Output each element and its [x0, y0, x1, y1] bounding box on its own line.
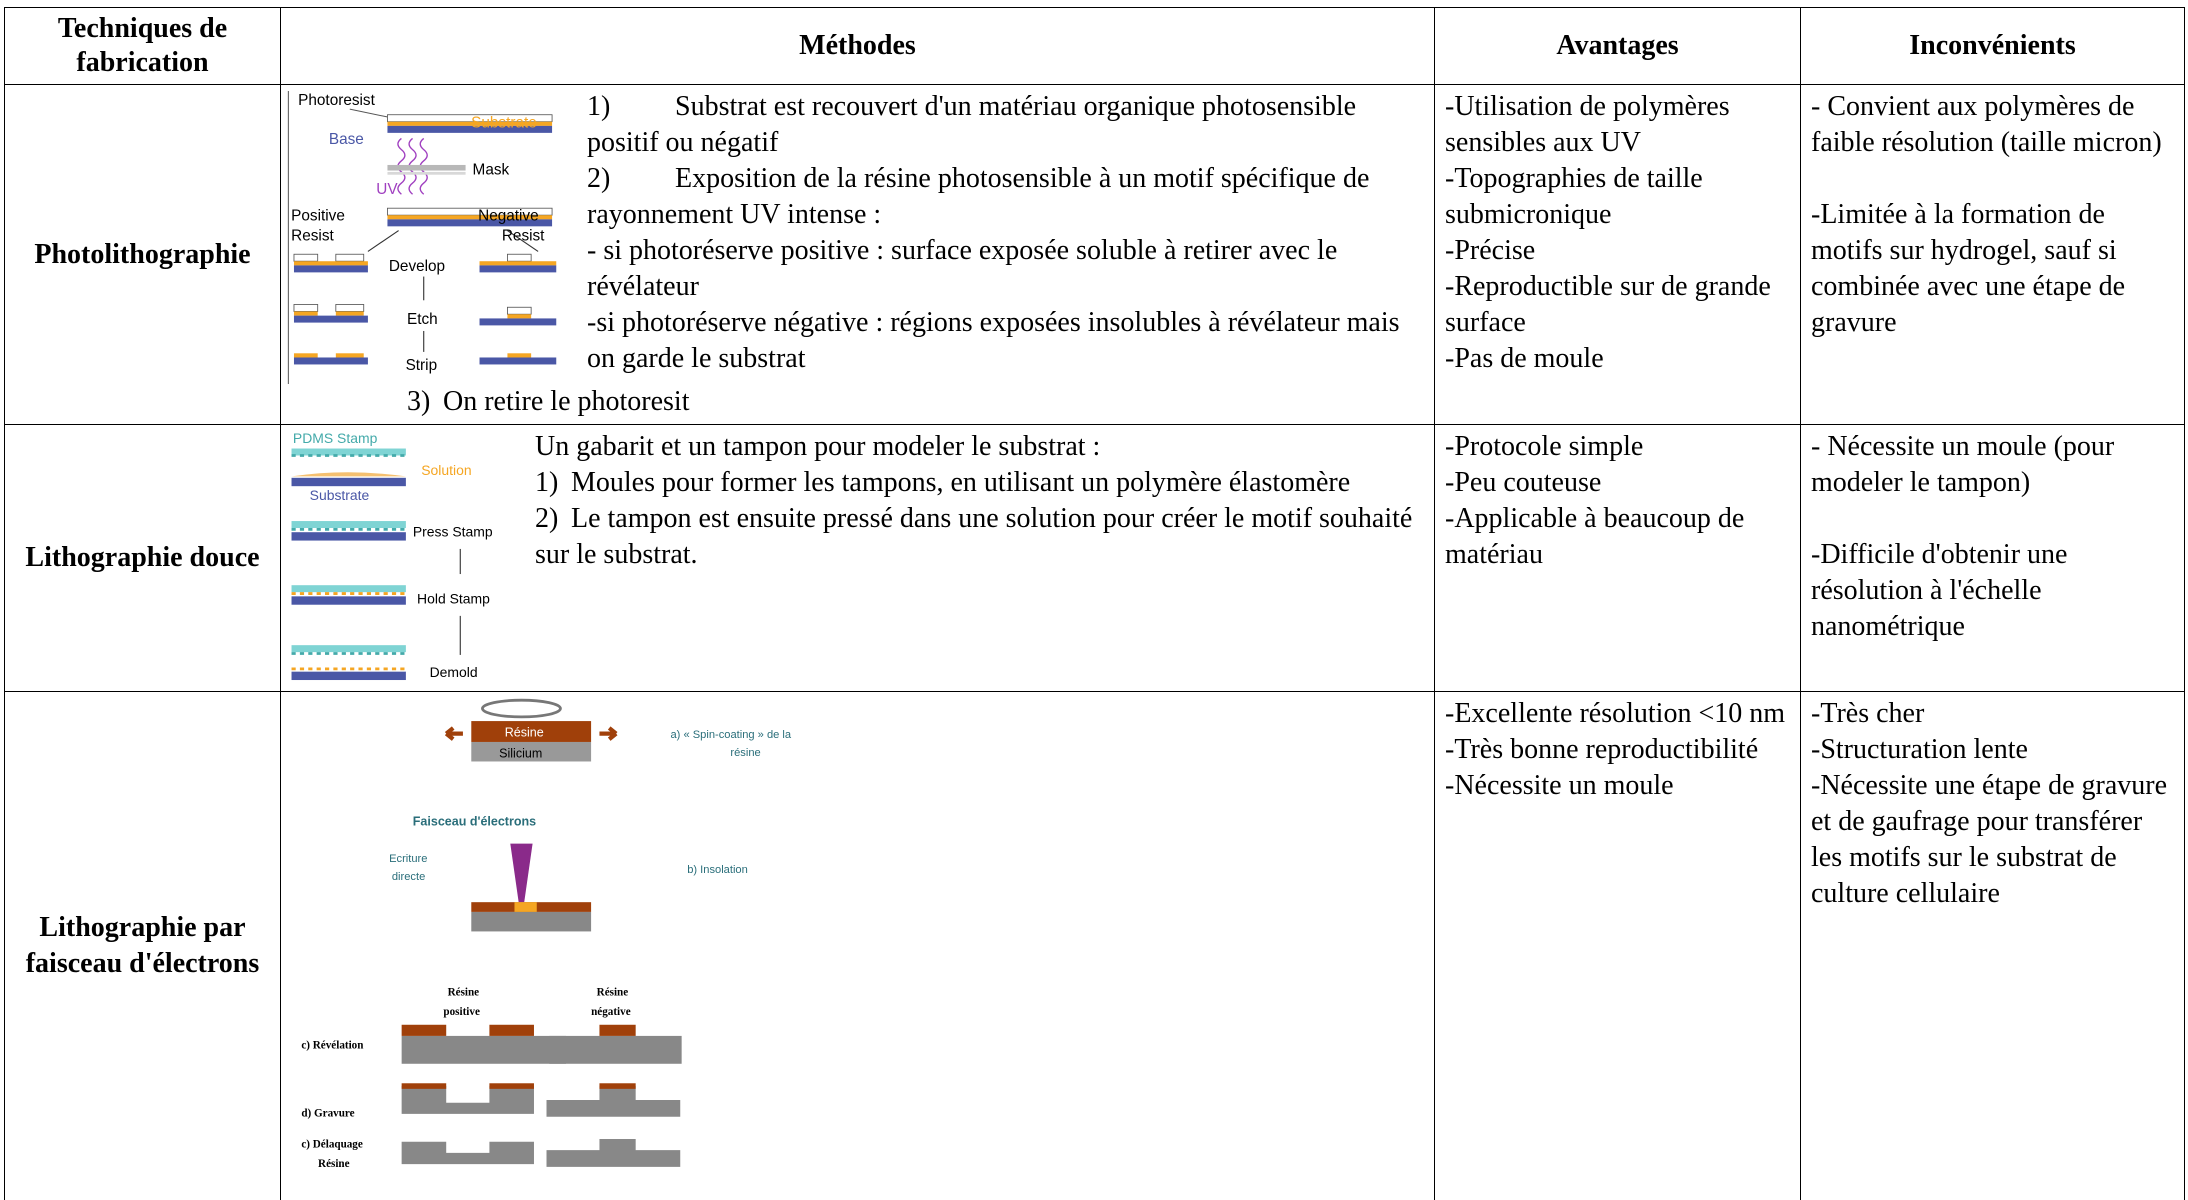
diagram-label: a) « Spin-coating » de la [670, 729, 791, 741]
diagram-label: c) Délaquage [301, 1138, 363, 1150]
diagram-label: Photoresist [298, 92, 375, 109]
header-cell: Méthodes [281, 8, 1435, 85]
technique: Lithographie par faisceau d'électrons [5, 692, 281, 1200]
diagram-label: directe [392, 871, 425, 883]
diagram-label: négative [591, 1006, 631, 1018]
table-row: Lithographie par faisceau d'électrons Ré… [5, 692, 2185, 1200]
step-number: 2) [535, 501, 571, 537]
table-row: Lithographie douce PDMS Stamp Solution S… [5, 425, 2185, 692]
diagram-label: Mask [473, 162, 510, 179]
advantage: -Très bonne reproductibilité [1445, 732, 1790, 768]
methods: Résine Silicium a) « Spin-coating » de l… [281, 692, 1435, 1200]
table-row: Photolithographie [5, 85, 2185, 425]
diagram-label: Résine [318, 1158, 350, 1170]
diagram-label: Silicium [499, 746, 542, 760]
techniques-table: Techniques de fabrication Méthodes Avant… [4, 7, 2185, 1200]
document: Techniques de fabrication Méthodes Avant… [0, 0, 2188, 1174]
disadvantages: -Très cher -Structuration lente -Nécessi… [1801, 692, 2185, 1200]
diagram-label: Solution [421, 462, 471, 478]
diagram-label: Press Stamp [413, 523, 493, 539]
advantages: -Protocole simple -Peu couteuse -Applica… [1435, 425, 1801, 692]
diagram-label: Resist [502, 227, 545, 244]
diagram-label: Substrate [471, 114, 537, 131]
diagram-label: résine [730, 747, 760, 759]
disadvantage: -Nécessite une étape de gravure et de ga… [1811, 768, 2174, 912]
diagram-label: Ecriture [389, 853, 427, 865]
disadvantage: -Structuration lente [1811, 732, 2174, 768]
diagram-label: d) Gravure [301, 1108, 354, 1120]
header-cell: Avantages [1435, 8, 1801, 85]
disadvantage: -Limitée à la formation de motifs sur hy… [1811, 197, 2174, 341]
disadvantage: -Très cher [1811, 696, 2174, 732]
advantages: -Utilisation de polymères sensibles aux … [1435, 85, 1801, 425]
diagram-label: Substrate [310, 487, 370, 503]
advantage: -Utilisation de polymères sensibles aux … [1445, 89, 1790, 161]
diagram-label: Faisceau d'électrons [413, 815, 536, 829]
method-step: 3)On retire le photoresit [287, 384, 1424, 420]
disadvantage: - Nécessite un moule (pour modeler le ta… [1811, 429, 2174, 501]
header-cell: Inconvénients [1801, 8, 2185, 85]
diagram-label: Negative [478, 208, 539, 225]
technique: Lithographie douce [5, 425, 281, 692]
methods: Photoresist Substrate Base Mask UV Posit… [281, 85, 1435, 425]
step-text: Le tampon est ensuite pressé dans une so… [535, 503, 1412, 570]
diagram-label: Résine [597, 987, 629, 999]
diagram-label: Develop [389, 258, 445, 275]
technique: Photolithographie [5, 85, 281, 425]
header-row: Techniques de fabrication Méthodes Avant… [5, 8, 2185, 85]
advantage: -Peu couteuse [1445, 465, 1790, 501]
step-text: Moules pour former les tampons, en utili… [571, 467, 1350, 498]
methods: PDMS Stamp Solution Substrate Press Stam… [281, 425, 1435, 692]
diagram-label: Hold Stamp [417, 590, 490, 606]
diagram-label: Resist [291, 227, 334, 244]
header-cell: Techniques de fabrication [5, 8, 281, 85]
disadvantage: -Difficile d'obtenir une résolution à l'… [1811, 537, 2174, 645]
ebeam-diagram: Résine Silicium a) « Spin-coating » de l… [287, 696, 852, 1178]
advantage: -Topographies de taille submicronique [1445, 161, 1790, 233]
photolithography-diagram: Photoresist Substrate Base Mask UV Posit… [287, 91, 573, 384]
step-number: 1) [587, 89, 675, 125]
step-text: Exposition de la résine photosensible à … [587, 163, 1369, 230]
diagram-label: UV [376, 181, 398, 198]
diagram-label: Strip [406, 357, 438, 374]
step-number: 1) [535, 465, 571, 501]
advantage: -Précise [1445, 233, 1790, 269]
advantage: -Applicable à beaucoup de matériau [1445, 501, 1790, 573]
diagram-label: Positive [291, 208, 345, 225]
advantage: -Excellente résolution <10 nm [1445, 696, 1790, 732]
diagram-label: Etch [407, 311, 438, 328]
advantage: -Protocole simple [1445, 429, 1790, 465]
diagram-label: PDMS Stamp [293, 430, 378, 446]
diagram-label: Résine [505, 725, 544, 739]
disadvantages: - Nécessite un moule (pour modeler le ta… [1801, 425, 2185, 692]
diagram-label: Résine [448, 987, 480, 999]
advantages: -Excellente résolution <10 nm -Très bonn… [1435, 692, 1801, 1200]
diagram-label: Base [329, 131, 364, 148]
step-text: Substrat est recouvert d'un matériau org… [587, 91, 1356, 158]
diagram-label: positive [443, 1006, 480, 1018]
disadvantages: - Convient aux polymères de faible résol… [1801, 85, 2185, 425]
diagram-label: c) Révélation [301, 1039, 364, 1051]
page: Techniques de fabrication {"table": { "h… [0, 0, 2188, 1174]
disadvantage: - Convient aux polymères de faible résol… [1811, 89, 2174, 161]
diagram-label: Demold [430, 664, 478, 680]
step-number: 2) [587, 161, 675, 197]
advantage: -Pas de moule [1445, 341, 1790, 377]
step-number: 3) [407, 384, 443, 420]
soft-lithography-diagram: PDMS Stamp Solution Substrate Press Stam… [287, 429, 515, 687]
step-text: On retire le photoresit [443, 386, 689, 417]
advantage: -Nécessite un moule [1445, 768, 1790, 804]
advantage: -Reproductible sur de grande surface [1445, 269, 1790, 341]
diagram-label: b) Insolation [687, 864, 748, 876]
